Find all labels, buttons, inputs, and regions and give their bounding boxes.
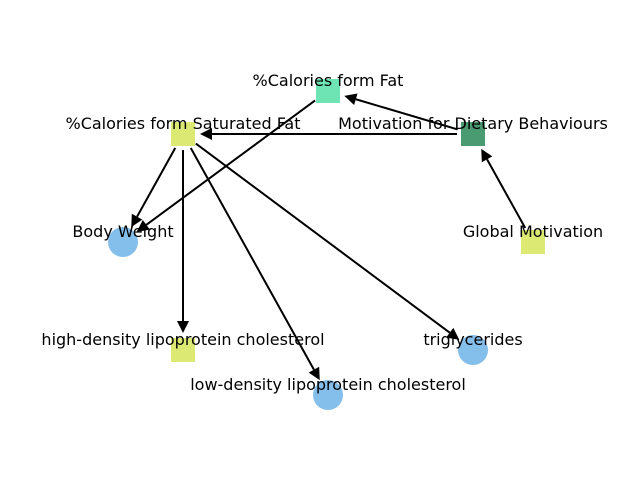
node-triglycerides [458,335,488,365]
arrowhead-calories-sat-fat-to-triglycerides [446,327,460,340]
arrowhead-calories-fat-to-body-weight [136,219,150,232]
node-hdl [171,338,195,362]
edge-calories-sat-fat-to-triglycerides [195,142,451,334]
edges-layer [131,93,527,381]
labels-layer: %Calories form Fat %Calories form Saturat… [41,71,607,394]
arrowhead-calories-sat-fat-to-hdl [177,321,189,333]
node-calories-sat-fat [171,122,195,146]
node-label-calories-sat-fat: %Calories form Saturated Fat [65,114,300,133]
arrowhead-calories-sat-fat-to-body-weight [131,213,143,228]
node-ldl [313,380,343,410]
edge-motivation-dietary-to-calories-fat [355,98,458,131]
arrowhead-motivation-dietary-to-calories-fat [344,93,358,105]
edge-calories-sat-fat-to-body-weight [136,147,177,218]
node-label-ldl: low-density lipoprotein cholesterol [190,375,466,394]
edge-global-motivation-to-motivation-dietary [486,158,527,229]
arrowhead-global-motivation-to-motivation-dietary [481,148,493,163]
node-motivation-dietary [461,122,485,146]
node-label-body-weight: Body Weight [72,222,173,241]
node-label-calories-fat: %Calories form Fat [253,71,404,90]
arrowhead-calories-sat-fat-to-ldl [308,366,320,381]
node-label-motivation-dietary: Motivation for Dietary Behaviours [338,114,608,133]
edge-calories-fat-to-body-weight [145,99,316,226]
node-body-weight [108,227,138,257]
node-label-global-motivation: Global Motivation [463,222,603,241]
node-label-triglycerides: triglycerides [423,330,522,349]
nodes-layer [108,79,545,410]
arrowhead-motivation-dietary-to-calories-sat-fat [200,128,212,140]
node-label-hdl: high-density lipoprotein cholesterol [41,330,324,349]
node-calories-fat [316,79,340,103]
edge-calories-sat-fat-to-ldl [189,147,315,371]
node-global-motivation [521,230,545,254]
